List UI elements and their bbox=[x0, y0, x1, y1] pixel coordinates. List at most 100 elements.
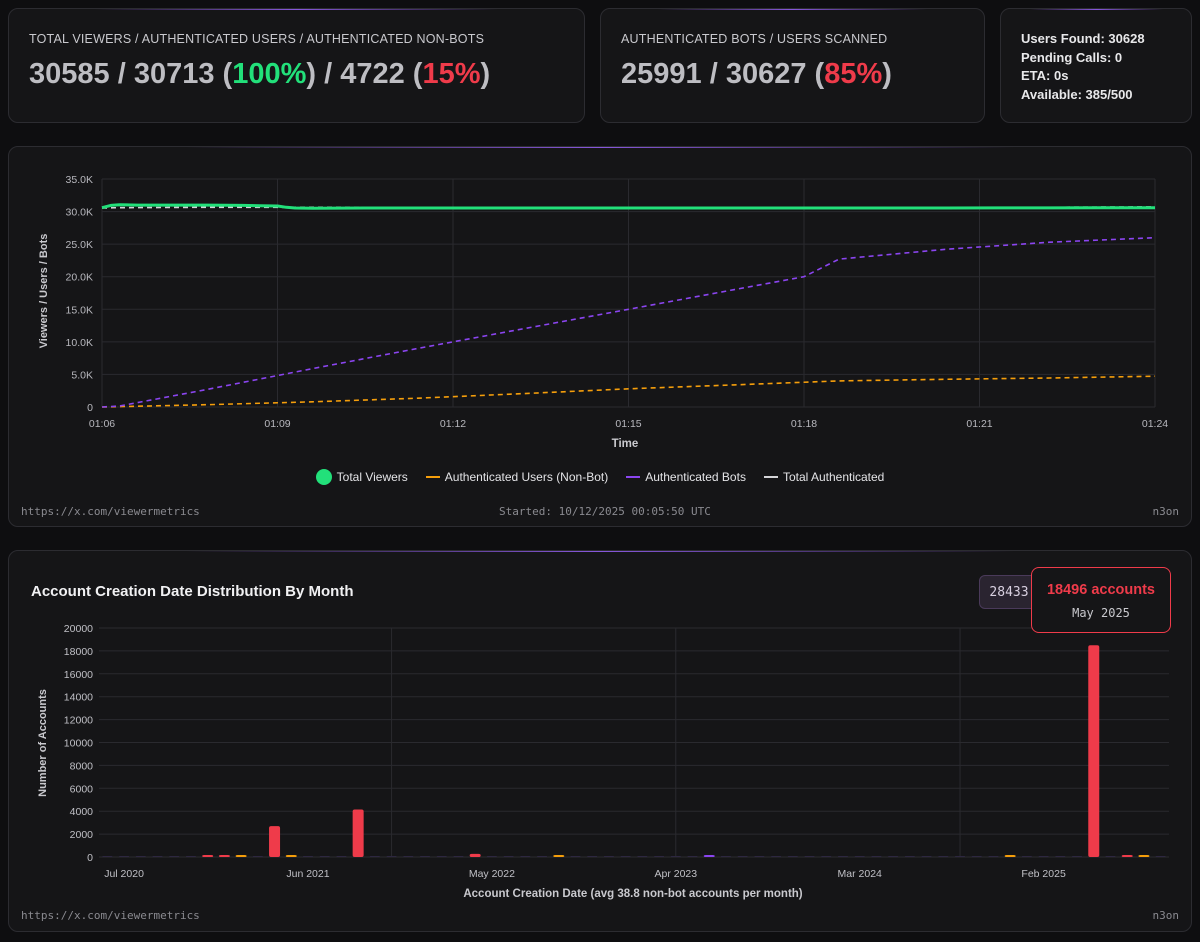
empty-month-marker bbox=[670, 856, 681, 857]
scan-status-card: Users Found: 30628 Pending Calls: 0 ETA:… bbox=[1000, 8, 1192, 123]
line-chart-y-axis-label: Viewers / Users / Bots bbox=[38, 234, 50, 349]
brand-label: n3on bbox=[1152, 909, 1180, 922]
line-chart-x-axis-label: Time bbox=[612, 438, 639, 450]
empty-month-marker bbox=[1155, 856, 1166, 857]
tooltip-date: May 2025 bbox=[1072, 606, 1130, 620]
empty-month-marker bbox=[971, 856, 982, 857]
y-tick-label: 0 bbox=[87, 402, 93, 414]
empty-month-marker bbox=[587, 856, 598, 857]
authenticated-bots-value: 25991 bbox=[621, 58, 702, 90]
users-found: Users Found: 30628 bbox=[1021, 31, 1145, 46]
x-tick-label: 01:09 bbox=[264, 418, 290, 430]
card-glow bbox=[658, 9, 927, 10]
month-bar bbox=[352, 809, 364, 857]
month-bar bbox=[1138, 855, 1150, 857]
month-bar bbox=[1088, 645, 1100, 857]
empty-month-marker bbox=[319, 856, 330, 857]
empty-month-marker bbox=[486, 856, 497, 857]
legend-dot-icon bbox=[315, 469, 332, 485]
viewers-stat-card: Total viewers / Authenticated users / Au… bbox=[8, 8, 585, 123]
x-tick-label: 01:24 bbox=[1142, 418, 1168, 430]
viewers-chart-card: 0 5.0K 10.0K 15.0K 20.0K 25.0K 30.0K 35.0K 01:06… bbox=[8, 146, 1192, 527]
empty-month-marker bbox=[403, 856, 414, 857]
x-tick-label: 01:12 bbox=[440, 418, 466, 430]
total-accounts-badge: 28433 bbox=[979, 575, 1039, 609]
month-bar bbox=[469, 853, 481, 857]
y-tick-label: 10.0K bbox=[66, 337, 93, 349]
legend-label: Authenticated Users (Non-Bot) bbox=[444, 470, 609, 484]
legend-item-total-authenticated[interactable]: Total Authenticated bbox=[763, 469, 884, 485]
non-bots-pct: 15% bbox=[422, 58, 481, 90]
empty-month-marker bbox=[119, 856, 130, 857]
y-tick-label: 25.0K bbox=[66, 239, 93, 251]
empty-month-marker bbox=[420, 856, 431, 857]
empty-month-marker bbox=[687, 856, 698, 857]
empty-month-marker bbox=[804, 856, 815, 857]
viewers-stat-label: Total viewers / Authenticated users / Au… bbox=[29, 32, 485, 46]
empty-month-marker bbox=[620, 856, 631, 857]
empty-month-marker bbox=[1105, 856, 1116, 857]
y-tick-label: 30.0K bbox=[66, 207, 93, 219]
empty-month-marker bbox=[921, 856, 932, 857]
line-chart-legend: Total Viewers Authenticated Users (Non-B… bbox=[9, 469, 1191, 485]
month-bar bbox=[553, 855, 565, 857]
empty-month-marker bbox=[185, 856, 196, 857]
empty-month-marker bbox=[453, 856, 464, 857]
series-line-authenticated-users-non-bot bbox=[101, 375, 1156, 408]
empty-month-marker bbox=[537, 856, 548, 857]
legend-item-total-viewers[interactable]: Total Viewers bbox=[315, 469, 408, 485]
viewers-stat-value: 30585 / 30713 (100%) / 4722 (15%) bbox=[29, 58, 491, 90]
legend-label: Total Viewers bbox=[336, 470, 408, 484]
viewers-line-chart: 0 5.0K 10.0K 15.0K 20.0K 25.0K 30.0K 35.0K 01:06… bbox=[38, 174, 1168, 450]
empty-month-marker bbox=[904, 856, 915, 857]
empty-month-marker bbox=[252, 856, 263, 857]
empty-month-marker bbox=[1021, 856, 1032, 857]
empty-month-marker bbox=[302, 856, 313, 857]
brand-label: n3on bbox=[1152, 505, 1180, 518]
y-tick-label: 12000 bbox=[64, 715, 93, 727]
x-tick-label: 01:21 bbox=[966, 418, 992, 430]
empty-month-marker bbox=[386, 856, 397, 857]
creation-date-card: Account Creation Date Distribution By Mo… bbox=[8, 550, 1192, 932]
x-tick-label: Mar 2024 bbox=[838, 868, 883, 880]
legend-line-icon bbox=[425, 476, 440, 478]
authenticated-users-value: 30713 bbox=[133, 58, 215, 90]
footer-link[interactable]: https://x.com/viewermetrics bbox=[21, 909, 200, 922]
month-bar bbox=[235, 855, 247, 857]
empty-month-marker bbox=[1055, 856, 1066, 857]
pending-calls: Pending Calls: 0 bbox=[1021, 50, 1123, 65]
eta: ETA: 0s bbox=[1021, 68, 1069, 83]
month-bar bbox=[218, 855, 230, 857]
empty-month-marker bbox=[102, 856, 113, 857]
empty-month-marker bbox=[938, 856, 949, 857]
empty-month-marker bbox=[1038, 856, 1049, 857]
legend-item-authenticated-non-bot[interactable]: Authenticated Users (Non-Bot) bbox=[425, 469, 609, 485]
bots-stat-label: Authenticated bots / Users scanned bbox=[621, 32, 888, 46]
x-tick-label: 01:15 bbox=[615, 418, 641, 430]
total-viewers-value: 30585 bbox=[29, 58, 110, 90]
y-tick-label: 8000 bbox=[70, 760, 94, 772]
empty-month-marker bbox=[570, 856, 581, 857]
creation-date-bar-chart: 0 2000 4000 6000 8000 10000 12000 14000 16000 180… bbox=[37, 623, 1169, 900]
card-glow bbox=[1029, 9, 1163, 10]
empty-month-marker bbox=[603, 856, 614, 857]
empty-month-marker bbox=[955, 856, 966, 857]
footer-link[interactable]: https://x.com/viewermetrics bbox=[21, 505, 200, 518]
series-line-authenticated-bots bbox=[101, 236, 1156, 408]
empty-month-marker bbox=[771, 856, 782, 857]
empty-month-marker bbox=[821, 856, 832, 857]
empty-month-marker bbox=[503, 856, 514, 857]
histogram-title: Account Creation Date Distribution By Mo… bbox=[31, 583, 354, 600]
empty-month-marker bbox=[654, 856, 665, 857]
legend-line-icon bbox=[763, 476, 778, 478]
started-timestamp: Started: 10/12/2025 00:05:50 UTC bbox=[499, 505, 711, 518]
y-tick-label: 20.0K bbox=[66, 272, 93, 284]
empty-month-marker bbox=[988, 856, 999, 857]
empty-month-marker bbox=[135, 856, 146, 857]
y-tick-label: 4000 bbox=[70, 806, 94, 818]
legend-item-authenticated-bots[interactable]: Authenticated Bots bbox=[626, 469, 746, 485]
month-bar bbox=[285, 855, 297, 857]
card-glow bbox=[95, 9, 498, 10]
empty-month-marker bbox=[637, 856, 648, 857]
x-tick-label: Apr 2023 bbox=[654, 868, 697, 880]
